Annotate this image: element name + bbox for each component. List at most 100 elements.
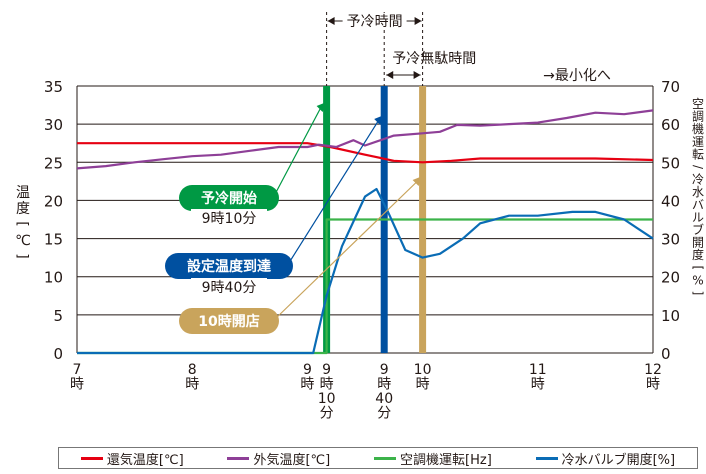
- precool-span-arrow-right: [414, 17, 422, 25]
- x-tick-3-part-2: 10: [318, 391, 336, 407]
- x-tick-5-part-1: 時: [416, 377, 430, 393]
- legend-item-chilled-valve: 冷水バルブ開度[%]: [535, 449, 676, 468]
- y-left-tick-35: 35: [44, 78, 63, 96]
- x-tick-7-part-1: 時: [646, 377, 660, 393]
- y-left-tick-30: 30: [44, 116, 63, 134]
- x-tick-4-part-2: 40: [375, 391, 393, 407]
- y-right-label-char-13: [: [691, 265, 705, 270]
- y-right-tick-40: 40: [661, 192, 680, 210]
- legend-item-ahu-operation: 空調機運転[Hz]: [374, 449, 492, 468]
- y-left-tick-20: 20: [44, 192, 63, 210]
- legend: 還気温度[℃] 外気温度[℃] 空調機運転[Hz] 冷水バルブ開度[%]: [58, 447, 698, 469]
- series-line-3: [77, 187, 654, 355]
- event-pointer-2: [272, 181, 418, 322]
- y-right-label-char-11: 開: [692, 236, 704, 250]
- event-time-bg-0: [191, 209, 267, 227]
- y-right-label-char-3: 運: [692, 135, 704, 149]
- event-badge-label-2: 10時開店: [198, 313, 259, 330]
- y-right-tick-70: 70: [661, 78, 680, 96]
- x-tick-1-part-1: 時: [185, 377, 199, 393]
- event-pointer-head-2: [412, 176, 423, 186]
- y-right-tick-0: 0: [661, 345, 671, 363]
- series-lines: [76, 109, 654, 355]
- event-time-label-1: 9時40分: [202, 280, 257, 296]
- legend-label-outdoor-temp: 外気温度[℃]: [253, 452, 331, 468]
- event-badge-label-1: 設定温度到達: [187, 258, 271, 275]
- y-right-tick-30: 30: [661, 231, 680, 249]
- y-right-label-char-2: 機: [692, 121, 704, 136]
- x-tick-4-part-3: 分: [377, 406, 391, 422]
- waste-span-label: 予冷無駄時間: [392, 51, 476, 67]
- event-badge-1: [165, 253, 293, 279]
- x-tick-2-part-0: 9: [303, 362, 312, 378]
- y-left-label-char-1: 度: [16, 201, 30, 217]
- y-right-tick-50: 50: [661, 154, 680, 172]
- event-pointer-1: [286, 120, 379, 267]
- series-line-2: [77, 218, 653, 355]
- event-pointer-0: [272, 107, 322, 199]
- legend-swatch-chilled-valve: [535, 456, 558, 460]
- precool-span-label-bg: [342, 13, 407, 29]
- minimize-label: →最小化へ: [543, 68, 611, 84]
- waste-span-arrow-left: [386, 71, 394, 79]
- y-right-label-char-14: %: [692, 273, 703, 287]
- legend-label-ahu-operation: 空調機運転[Hz]: [400, 452, 492, 468]
- chart-svg: 0 5 10 15 20 25 30 35 0 10 20 30 40 50 60 70 温度 [℃] 空調機運転 /…: [14, 12, 705, 422]
- x-tick-4-part-0: 9: [380, 362, 389, 378]
- event-badge-2: [179, 308, 279, 334]
- y-right-label-char-15: ]: [691, 291, 705, 296]
- x-tick-2-part-1: 時: [300, 377, 314, 393]
- legend-swatch-outdoor-temp: [227, 456, 250, 460]
- y-left-tick-10: 10: [44, 269, 63, 287]
- y-right-label-char-7: 水: [692, 185, 704, 199]
- x-tick-3-part-3: 分: [320, 406, 334, 422]
- y-left-tick-15: 15: [44, 231, 63, 249]
- legend-swatch-ahu-operation: [374, 456, 397, 460]
- y-left-label-char-4: ]: [14, 253, 30, 258]
- series-line-0: [77, 142, 654, 164]
- legend-label-return-temp: 還気温度[℃]: [106, 452, 184, 468]
- y-left-tick-5: 5: [53, 307, 63, 325]
- series-line-1: [76, 109, 654, 170]
- y-left-tick-0: 0: [53, 345, 63, 363]
- event-pointer-head-0: [316, 102, 327, 112]
- legend-label-chilled-valve: 冷水バルブ開度[%]: [561, 452, 676, 468]
- y-right-label-char-4: 転: [692, 147, 704, 161]
- legend-item-return-temp: 還気温度[℃]: [80, 449, 184, 468]
- x-tick-1-part-0: 8: [188, 362, 197, 378]
- precool-span-arrow-left: [327, 17, 335, 25]
- event-time-bg-1: [191, 278, 267, 296]
- waste-span-arrow-right: [413, 71, 421, 79]
- y-right-label-char-10: ブ: [692, 222, 704, 237]
- y-left-label-char-0: 温: [16, 185, 30, 201]
- event-pointer-head-1: [374, 115, 385, 125]
- y-right-tick-10: 10: [661, 307, 680, 325]
- y-right-label-char-12: 度: [692, 247, 704, 262]
- event-badge-0: [179, 185, 279, 211]
- y-right-label-char-0: 空: [692, 97, 704, 111]
- y-right-tick-60: 60: [661, 116, 680, 134]
- event-badge-label-0: 予冷開始: [201, 190, 257, 207]
- y-right-label-char-8: バ: [692, 198, 704, 212]
- x-tick-0-part-1: 時: [70, 377, 84, 393]
- y-right-label-char-6: 冷: [692, 173, 704, 187]
- y-right-label-char-1: 調: [692, 110, 704, 124]
- x-tick-6-part-0: 11: [529, 362, 547, 378]
- x-tick-4-part-1: 時: [377, 377, 391, 393]
- event-time-label-0: 9時10分: [202, 211, 257, 227]
- y-left-label-char-3: ℃: [15, 233, 31, 249]
- x-tick-3-part-0: 9: [322, 362, 331, 378]
- legend-swatch-return-temp: [80, 456, 103, 460]
- precool-span-label: 予冷時間: [347, 14, 403, 30]
- x-tick-3-part-1: 時: [320, 377, 334, 393]
- y-right-label-char-9: ル: [692, 210, 704, 224]
- axes: 0 5 10 15 20 25 30 35 0 10 20 30 40 50 60 70 温度 [℃] 空調機運転 /…: [14, 78, 705, 422]
- x-tick-0-part-0: 7: [73, 362, 82, 378]
- y-right-tick-20: 20: [661, 269, 680, 287]
- y-right-label-char-5: /: [691, 165, 705, 170]
- y-left-tick-25: 25: [44, 154, 63, 172]
- x-tick-6-part-1: 時: [531, 377, 545, 393]
- legend-item-outdoor-temp: 外気温度[℃]: [227, 449, 330, 468]
- y-left-label-char-2: [: [14, 221, 30, 226]
